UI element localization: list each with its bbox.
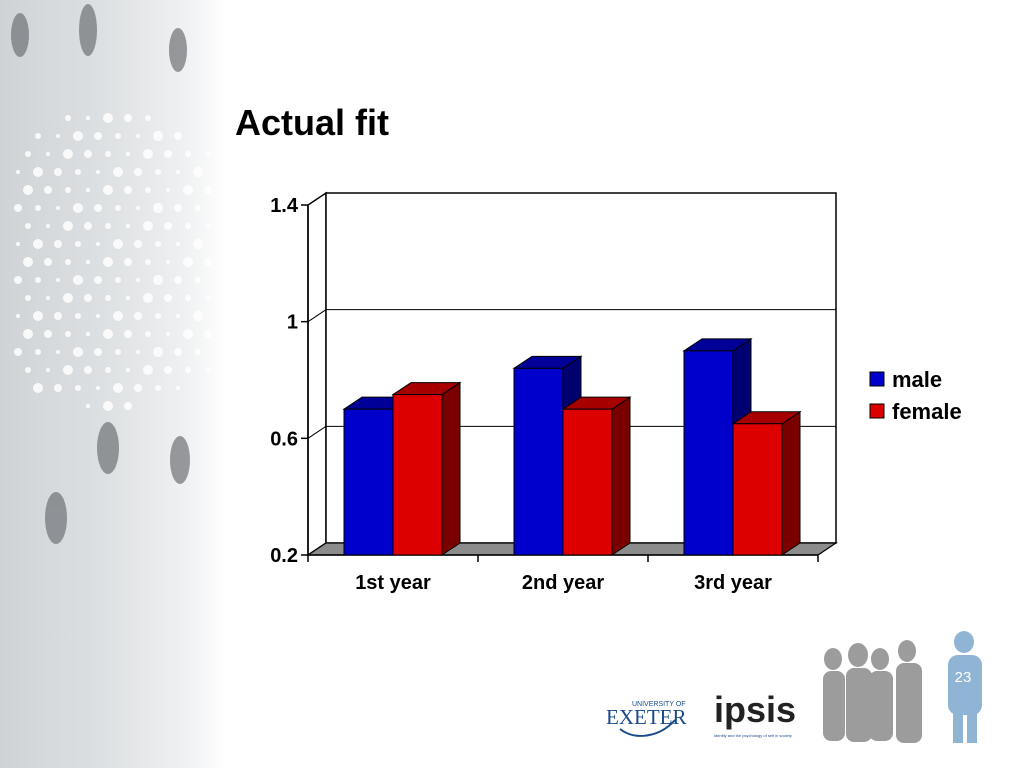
exeter-small-text: UNIVERSITY OF [632, 701, 686, 708]
legend-label: male [892, 367, 942, 392]
chart-legend: male female [869, 367, 962, 424]
chart-bars [342, 337, 802, 556]
ipsis-logo: ipsis identity and the psychology of sel… [714, 689, 796, 738]
gridline-side [307, 309, 327, 323]
y-axis-ticks: 0.2 0.6 1 1.4 [270, 195, 308, 567]
ipsis-tagline: identity and the psychology of self in s… [714, 733, 792, 738]
bar-chart: 0.2 0.6 1 1.4 1st year 2nd year 3rd year male… [270, 191, 962, 594]
decorative-side-panel [0, 0, 228, 768]
slide-title: Actual fit [235, 102, 390, 143]
gridline-side [307, 425, 327, 439]
page-number: 23 [954, 669, 972, 686]
bar-side [441, 381, 461, 556]
y-tick-label: 0.6 [270, 428, 298, 450]
bar [513, 367, 564, 556]
y-tick-label: 0.2 [270, 545, 298, 567]
x-tick-label: 2nd year [522, 572, 604, 594]
legend-label: female [892, 399, 962, 424]
y-tick-label: 1.4 [270, 195, 299, 217]
side-wall [307, 191, 327, 557]
x-tick-label: 3rd year [694, 572, 772, 594]
bar [392, 394, 443, 556]
legend-swatch [869, 371, 885, 387]
highlighted-person [948, 631, 982, 743]
bar [343, 408, 394, 556]
exeter-logo: UNIVERSITY OF EXETER [606, 701, 686, 737]
people-silhouettes [823, 640, 922, 743]
bar [683, 350, 734, 556]
footer-logos: UNIVERSITY OF EXETER ipsis identity and … [606, 631, 982, 743]
bar-side [781, 410, 801, 556]
x-axis-ticks: 1st year 2nd year 3rd year [307, 555, 819, 594]
legend-swatch [869, 403, 885, 419]
bar [562, 408, 613, 556]
ipsis-name: ipsis [714, 689, 796, 730]
bar [732, 423, 783, 556]
exeter-name: EXETER [606, 705, 686, 729]
crowd-photo [11, 4, 212, 544]
y-tick-label: 1 [287, 312, 298, 334]
bar-side [611, 396, 631, 556]
x-tick-label: 1st year [355, 572, 431, 594]
